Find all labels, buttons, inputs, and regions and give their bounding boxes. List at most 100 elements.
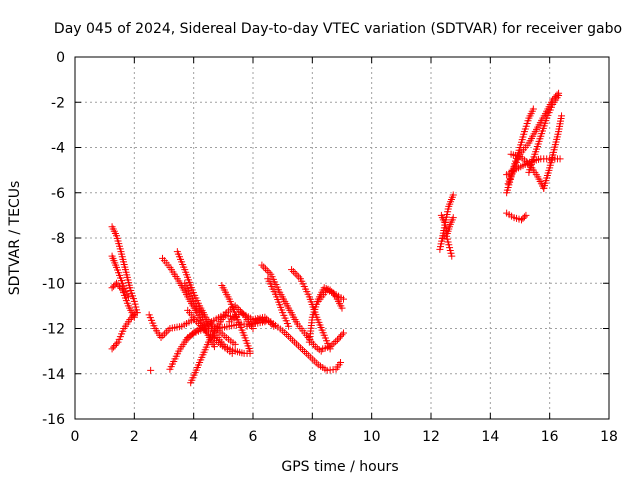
data-series	[319, 329, 347, 353]
x-tick-label: 12	[422, 429, 440, 445]
data-point	[529, 105, 537, 113]
x-tick-label: 4	[189, 429, 198, 445]
data-series	[503, 209, 530, 224]
x-tick-label: 0	[71, 429, 80, 445]
data-point	[157, 334, 165, 342]
data-point	[162, 328, 170, 336]
data-series	[314, 286, 347, 305]
data-series	[108, 252, 132, 301]
y-tick-label: -6	[51, 186, 65, 202]
data-point	[293, 271, 301, 279]
data-point	[261, 265, 269, 273]
y-tick-label: -16	[42, 412, 65, 428]
data-point	[288, 266, 296, 274]
data-series	[182, 318, 269, 344]
data-point	[126, 315, 134, 323]
data-series	[503, 105, 537, 197]
data-point	[108, 345, 116, 353]
grid	[75, 57, 609, 419]
x-tick-label: 16	[541, 429, 559, 445]
data-point	[110, 343, 118, 351]
data-point	[335, 334, 343, 342]
x-tick-label: 14	[481, 429, 499, 445]
x-tick-label: 6	[249, 429, 258, 445]
data-point	[522, 211, 530, 219]
x-tick-label: 10	[363, 429, 381, 445]
data-point	[159, 332, 167, 340]
data-point	[337, 332, 345, 340]
y-tick-label: -4	[51, 141, 65, 157]
y-tick-label: -12	[42, 322, 65, 338]
data-point	[161, 330, 169, 338]
x-tick-label: 2	[130, 429, 139, 445]
x-axis-label: GPS time / hours	[281, 459, 398, 475]
data-point	[228, 349, 236, 357]
data-point	[132, 309, 140, 317]
data-point	[127, 314, 135, 322]
chart-title: Day 045 of 2024, Sidereal Day-to-day VTE…	[54, 21, 622, 37]
x-axis-ticks: 0 2 4 6 8 10 12 14 16 18	[71, 57, 618, 445]
y-tick-label: -8	[51, 231, 65, 247]
data-point	[339, 295, 347, 303]
y-tick-label: -2	[51, 95, 65, 111]
data-point	[289, 267, 297, 275]
data-point	[233, 304, 241, 312]
data-series	[184, 306, 236, 357]
data-point	[231, 340, 239, 348]
data-point	[517, 216, 525, 224]
data-point	[339, 329, 347, 337]
data-series	[264, 275, 293, 330]
data-point	[258, 261, 266, 269]
data-series	[108, 279, 138, 321]
y-tick-label: 0	[56, 50, 65, 66]
data-point	[449, 214, 457, 222]
data-point	[130, 310, 138, 318]
data-marks	[108, 89, 566, 387]
data-series	[288, 266, 334, 353]
data-point	[448, 252, 456, 260]
data-point	[110, 282, 118, 290]
data-point	[555, 91, 563, 99]
data-point	[124, 293, 132, 301]
data-series	[525, 91, 563, 176]
x-tick-label: 8	[308, 429, 317, 445]
data-point	[263, 267, 271, 275]
data-point	[558, 112, 566, 120]
data-point	[111, 341, 119, 349]
data-point	[338, 304, 346, 312]
data-point	[260, 263, 268, 271]
data-series	[147, 366, 155, 374]
y-tick-label: -14	[42, 367, 65, 383]
data-point	[338, 331, 346, 339]
data-point	[334, 336, 342, 344]
data-point	[129, 312, 137, 320]
data-point	[265, 268, 273, 276]
data-series	[108, 223, 141, 317]
data-point	[147, 366, 155, 374]
data-point	[337, 358, 345, 366]
data-point	[261, 313, 269, 321]
data-point	[210, 343, 218, 351]
data-point	[556, 155, 564, 163]
data-point	[113, 340, 121, 348]
data-point	[164, 326, 172, 334]
data-series	[108, 309, 140, 353]
y-axis-ticks: 0 -2 -4 -6 -8 -10 -12 -14 -16	[42, 50, 609, 428]
data-series	[437, 211, 457, 237]
data-point	[113, 279, 121, 287]
data-point	[449, 191, 457, 199]
data-point	[332, 338, 340, 346]
data-point	[246, 347, 254, 355]
y-tick-label: -10	[42, 276, 65, 292]
data-point	[116, 283, 123, 291]
data-point	[285, 322, 293, 330]
x-tick-label: 18	[600, 429, 618, 445]
y-axis-label: SDTVAR / TECUs	[7, 181, 23, 296]
data-point	[295, 273, 303, 281]
data-point	[266, 319, 274, 327]
data-point	[114, 281, 122, 289]
data-series	[243, 315, 345, 374]
data-point	[291, 269, 299, 277]
data-point	[519, 214, 527, 222]
